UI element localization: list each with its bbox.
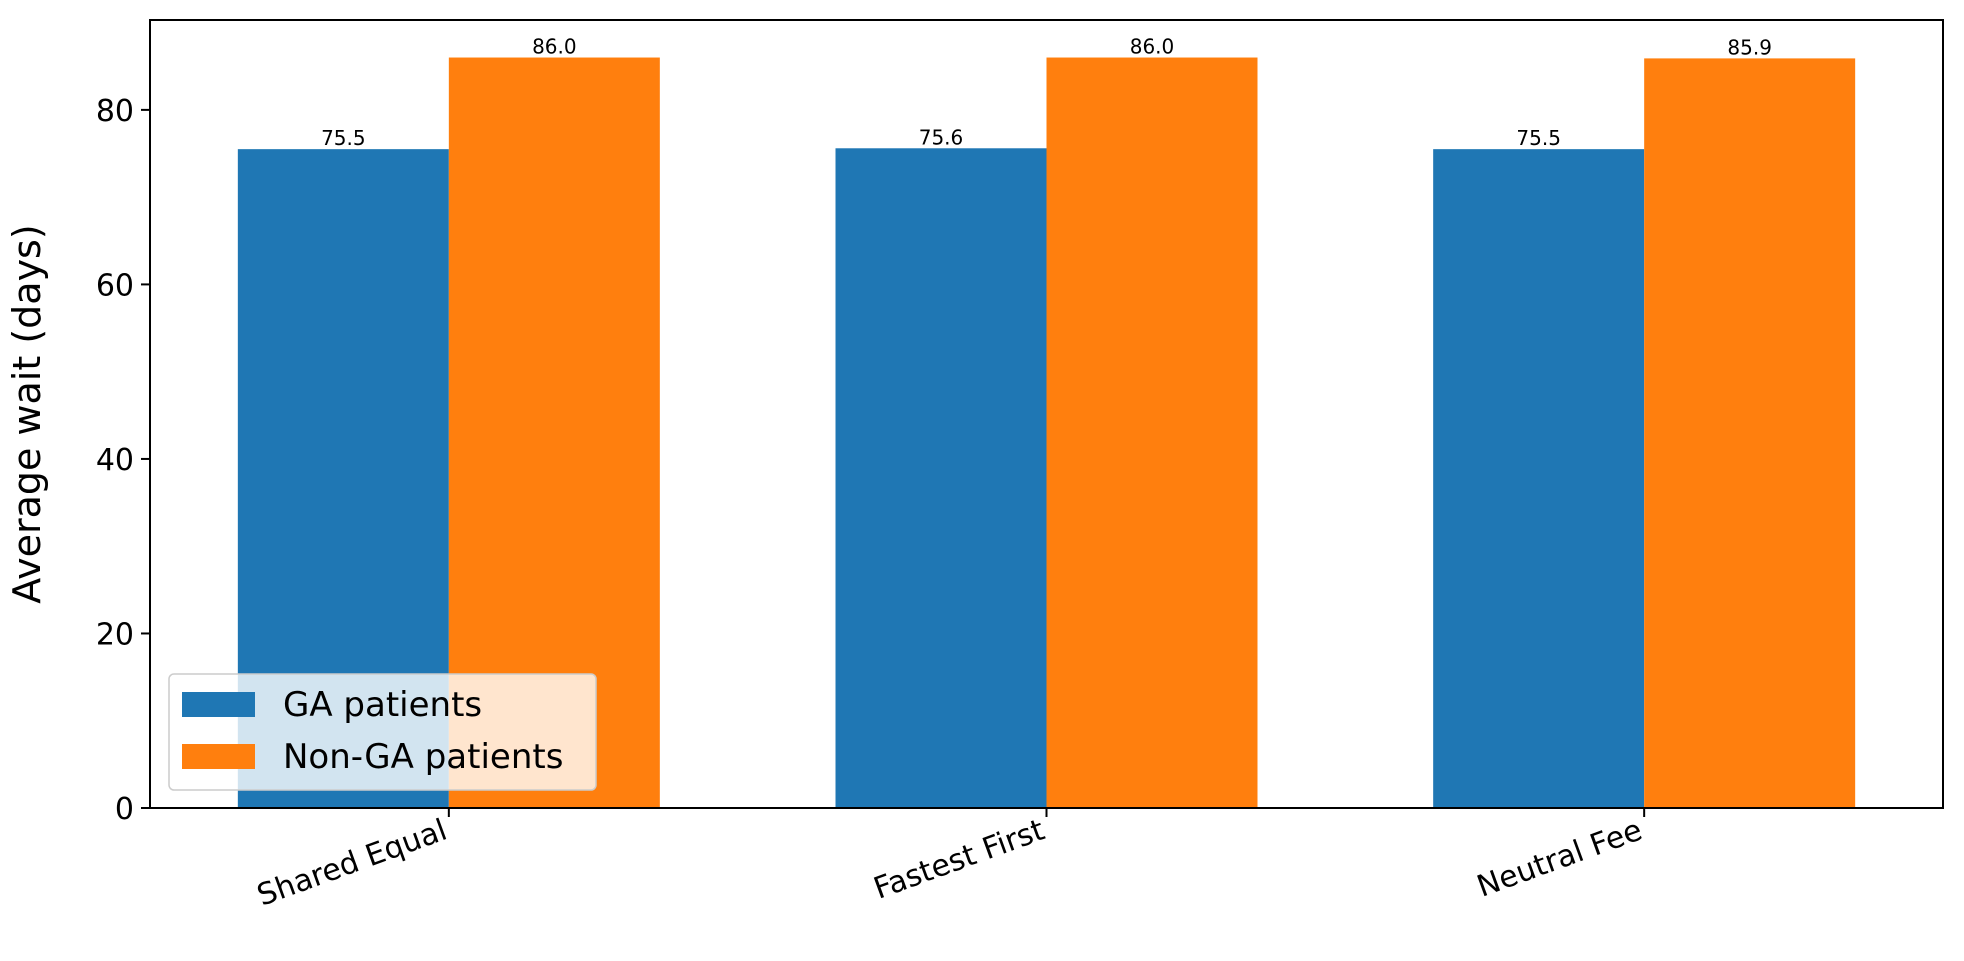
bar-ga-patients-3 [1433,149,1645,808]
data-label: 85.9 [1727,35,1772,59]
y-tick-label: 20 [96,617,134,652]
legend: GA patients Non-GA patients [168,673,597,791]
data-label: 75.6 [919,125,964,149]
legend-swatch [182,744,255,769]
legend-box [168,673,597,791]
data-label: 75.5 [321,126,366,150]
y-tick-label: 60 [96,268,134,303]
y-tick-label: 80 [96,94,134,129]
y-tick-label: 40 [96,443,134,478]
data-labels-layer: 75.5 75.6 75.5 86.0 86.0 85.9 [321,35,1772,151]
bar-non-ga-patients-3 [1644,58,1856,808]
y-tick-label: 0 [115,792,134,827]
legend-label: Non-GA patients [283,737,563,777]
y-axis-label: Average wait (days) [5,224,49,603]
legend-swatch [182,692,255,717]
legend-label: GA patients [283,685,482,725]
data-label: 86.0 [532,35,577,59]
bar-non-ga-patients-2 [1046,57,1258,809]
data-label: 75.5 [1516,126,1561,150]
bar-ga-patients-2 [835,148,1047,809]
data-label: 86.0 [1130,35,1175,59]
